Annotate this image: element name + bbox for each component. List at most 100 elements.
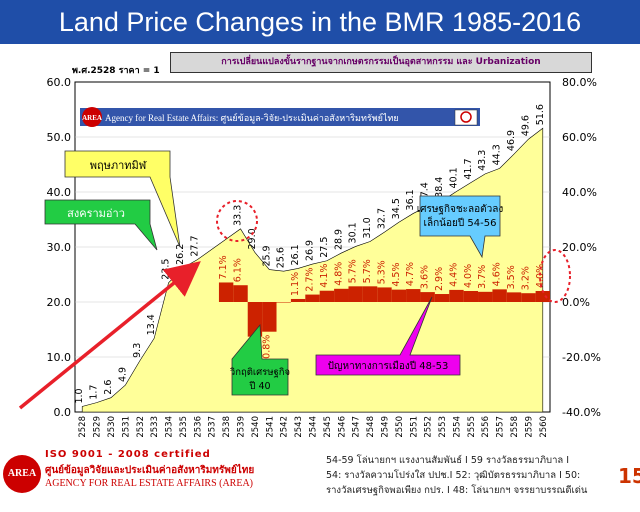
area-value-label: 28.9 [333, 229, 344, 250]
growth-value-label: 3.6% [420, 265, 431, 289]
x-tick-label: 2539 [237, 416, 247, 438]
area-value-label: 25.9 [261, 245, 272, 266]
awards-text: 54-59 โล่นายกฯ แรงงานสัมพันธ์ I 59 รางวั… [326, 453, 587, 498]
subtitle: การเปลี่ยนแปลงขั้นรากฐานจากเกษตรกรรมเป็น… [221, 57, 541, 67]
growth-value-label: -10.8% [261, 335, 272, 369]
trend-arrow [18, 261, 201, 410]
callout-crisis-line2: ปี 40 [249, 380, 271, 392]
area-value-label: 9.3 [132, 343, 143, 358]
x-tick-label: 2551 [409, 416, 419, 438]
growth-bar [377, 287, 392, 302]
area-value-label: 49.6 [520, 115, 531, 136]
area-value-label: 30.1 [348, 222, 359, 243]
area-value-label: 40.1 [448, 167, 459, 188]
growth-bar [535, 291, 550, 302]
area-value-label: 33.3 [233, 205, 244, 226]
certification-ring-icon [460, 111, 472, 123]
x-tick-label: 2537 [208, 416, 218, 438]
growth-bar [276, 302, 291, 303]
growth-value-label: 4.6% [492, 262, 503, 286]
x-tick-label: 2545 [323, 416, 333, 438]
area-value-label: 29.0 [247, 228, 258, 249]
footer-org-thai: ศูนย์ข้อมูลวิจัยและประเมินค่าอสังหาริมทร… [45, 465, 255, 476]
callout-econ-slow-line2: เล็กน้อยปี 54-56 [424, 215, 497, 229]
callout-crisis [231, 323, 289, 396]
footer-logo: AREA [3, 455, 41, 493]
land-price-index-area [81, 127, 544, 413]
x-tick-label: 2542 [280, 416, 290, 438]
growth-bar [233, 285, 248, 302]
index-note: พ.ศ.2528 ราคา = 1 [72, 66, 160, 76]
callout-politics-text: ปัญหาทางการเมืองปี 48-53 [328, 360, 449, 372]
callout-econ-slow-line1: เศรษฐกิจชะลอตัวลง [417, 204, 504, 215]
awards-line-2: 54: รางวัลความโปร่งใส ปปช.I 52: วุฒิบัตร… [326, 470, 581, 481]
x-tick-label: 2558 [510, 416, 520, 438]
growth-bar [434, 294, 450, 302]
growth-value-label: 4.7% [405, 262, 416, 286]
area-value-label: 26.9 [305, 240, 316, 261]
callout-gulf-war [44, 199, 158, 251]
x-tick-label: 2529 [93, 416, 103, 438]
footer-org-english: AGENCY FOR REAL ESTATE AFFAIRS (AREA) [45, 478, 254, 489]
x-tick-label: 2556 [481, 416, 491, 438]
y-right-tick-label: -20.0% [562, 351, 601, 364]
growth-value-label: 3.7% [477, 265, 488, 289]
growth-value-label: 4.8% [333, 262, 344, 286]
growth-bar [218, 282, 234, 302]
growth-bar [305, 294, 320, 302]
y-right-tick-label: 80.0% [562, 76, 597, 89]
agency-banner-text: Agency for Real Estate Affairs: ศูนย์ข้อ… [105, 112, 399, 124]
area-logo-icon [82, 107, 102, 127]
area-value-label: 25.6 [276, 247, 287, 268]
page-title: Land Price Changes in the BMR 1985-2016 [58, 7, 582, 37]
growth-value-label: 7.1% [218, 255, 229, 279]
growth-bar [506, 292, 522, 302]
area-value-label: 32.7 [376, 208, 387, 229]
x-tick-label: 2528 [78, 416, 88, 438]
x-tick-label: 2549 [380, 416, 390, 438]
area-value-label: 26.2 [175, 244, 186, 265]
growth-value-label: 3.2% [520, 266, 531, 290]
x-tick-label: 2535 [179, 416, 189, 438]
x-tick-label: 2552 [424, 416, 434, 438]
x-tick-label: 2546 [337, 416, 347, 438]
growth-bar [420, 292, 435, 302]
x-tick-label: 2543 [294, 416, 304, 438]
area-value-label: 37.4 [420, 182, 431, 203]
callout-politics [315, 296, 461, 376]
growth-bar [262, 302, 277, 332]
y-left-tick-label: 60.0 [47, 76, 72, 89]
area-value-label: 46.9 [506, 130, 517, 151]
area-value-label: 51.6 [535, 104, 546, 125]
area-value-label: 41.7 [463, 158, 474, 179]
growth-bar [362, 286, 378, 302]
growth-bar [406, 289, 421, 302]
area-value-label: 38.4 [434, 177, 445, 198]
growth-value-label: 5.7% [348, 259, 359, 283]
area-value-label: 27.5 [319, 237, 330, 258]
y-right-tick-label: 40.0% [562, 186, 597, 199]
growth-bar [348, 286, 363, 302]
growth-bar [391, 289, 407, 302]
x-tick-label: 2548 [366, 416, 376, 438]
x-tick-label: 2544 [309, 416, 319, 438]
growth-value-label: 6.1% [233, 258, 244, 282]
awards-line-3: รางวัลเศรษฐกิจพอเพียง กปร. I 48: โล่นายก… [326, 485, 588, 496]
y-right-tick-label: 20.0% [562, 241, 597, 254]
y-left-tick-label: 50.0 [47, 131, 72, 144]
x-tick-label: 2557 [496, 416, 506, 438]
growth-value-label: 2.7% [305, 267, 316, 291]
area-value-label: 4.9 [117, 367, 128, 382]
y-right-tick-label: -40.0% [562, 406, 601, 419]
x-tick-label: 2530 [107, 416, 117, 438]
growth-value-label: 4.0% [535, 264, 546, 288]
growth-bar [521, 293, 536, 302]
growth-value-label: 4.5% [391, 262, 402, 286]
x-tick-label: 2533 [150, 416, 160, 438]
growth-bar [463, 291, 479, 302]
x-tick-label: 2554 [452, 416, 462, 438]
awards-line-1: 54-59 โล่นายกฯ แรงงานสัมพันธ์ I 59 รางวั… [326, 455, 570, 466]
growth-bar [334, 288, 349, 302]
growth-bar [492, 289, 507, 302]
area-value-label: 31.0 [362, 217, 373, 238]
